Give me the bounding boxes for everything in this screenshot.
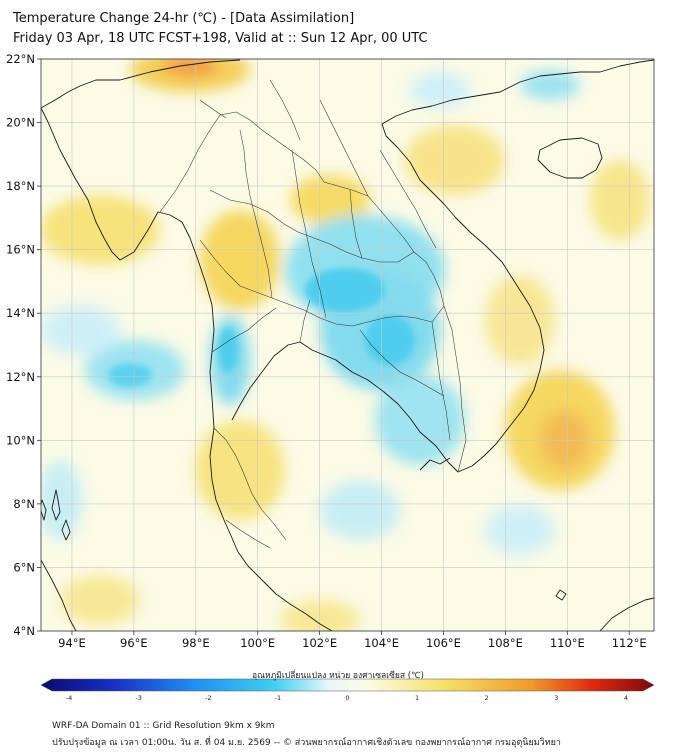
lon-label: 112°E: [612, 636, 647, 650]
footer-model-info: WRF-DA Domain 01 :: Grid Resolution 9km …: [52, 721, 275, 731]
lon-label: 94°E: [58, 636, 86, 650]
map-subtitle: Friday 03 Apr, 18 UTC FCST+198, Valid at…: [13, 31, 428, 46]
colorbar-tick-label: 0: [345, 694, 349, 702]
colorbar-tick-label: -1: [275, 694, 281, 702]
lon-label: 96°E: [120, 636, 148, 650]
lat-label: 4°N: [13, 624, 35, 638]
colorbar-label: อุณหภูมิเปลี่ยนแปลง หน่วย องศาเซลเซียส (…: [252, 671, 424, 681]
lat-label: 14°N: [6, 306, 35, 320]
lat-label: 18°N: [6, 179, 35, 193]
lon-label: 108°E: [488, 636, 523, 650]
province-borders: [159, 79, 467, 549]
colorbar-tick-label: 2: [485, 694, 489, 702]
lat-label: 6°N: [13, 560, 35, 574]
temperature-field: [41, 59, 650, 631]
map-panel: [40, 58, 655, 632]
lon-label: 98°E: [182, 636, 210, 650]
colorbar-tick-label: 4: [624, 694, 628, 702]
lat-label: 20°N: [6, 116, 35, 130]
colorbar: -4 -3 -2 -1 0 1 2 3 4: [40, 678, 655, 702]
colorbar-ramp: [40, 678, 655, 692]
map-title: Temperature Change 24-hr (℃) - [Data Ass…: [13, 11, 355, 26]
graticule: [41, 58, 654, 632]
lat-label: 10°N: [6, 433, 35, 447]
colorbar-tick-label: -3: [135, 694, 141, 702]
latitude-axis: 22°N 20°N 18°N 16°N 14°N 12°N 10°N 8°N 6°N 4°N: [6, 52, 41, 638]
lon-label: 110°E: [550, 636, 585, 650]
lon-label: 104°E: [364, 636, 399, 650]
footer-credit: ปรับปรุงข้อมูล ณ เวลา 01:00น. วัน ส. ที่…: [52, 738, 561, 748]
lat-label: 8°N: [13, 497, 35, 511]
colorbar-tick-label: 3: [554, 694, 558, 702]
lat-label: 12°N: [6, 370, 35, 384]
colorbar-tick-label: 1: [415, 694, 419, 702]
lat-label: 16°N: [6, 243, 35, 257]
colorbar-ticks: -4 -3 -2 -1 0 1 2 3 4: [66, 694, 628, 702]
colorbar-tick-label: -2: [205, 694, 211, 702]
colorbar-tick-label: -4: [66, 694, 72, 702]
lon-label: 100°E: [240, 636, 275, 650]
coastlines: [41, 59, 654, 631]
longitude-axis: 94°E 96°E 98°E 100°E 102°E 104°E 106°E 108°E 110…: [58, 631, 647, 650]
lat-label: 22°N: [6, 52, 35, 66]
lon-label: 102°E: [302, 636, 337, 650]
lon-label: 106°E: [426, 636, 461, 650]
